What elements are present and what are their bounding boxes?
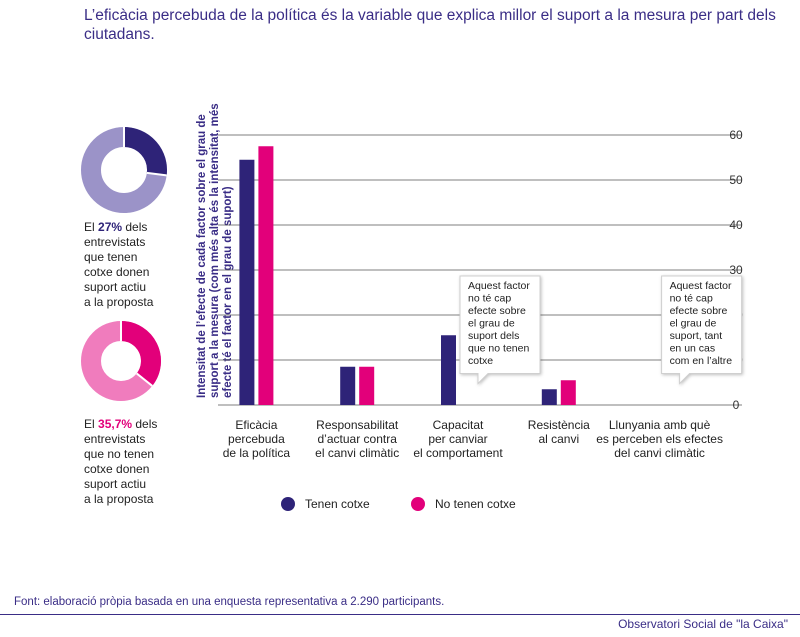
donut-caption-pre: El	[84, 220, 99, 234]
annotation-text: Aquest factor	[468, 280, 530, 292]
x-tick-label: es perceben els efectes	[596, 432, 723, 446]
donut-caption-line: entrevistats	[84, 235, 146, 249]
donut-caption-line: a la proposta	[84, 492, 154, 506]
bar	[541, 389, 557, 405]
x-tick-label: Eficàcia	[235, 418, 277, 432]
annotation-box	[459, 275, 541, 385]
donut-caption-value: 27%	[98, 220, 123, 234]
annotation-text: el grau de	[670, 318, 717, 330]
donut-caption-line: que tenen	[84, 250, 138, 264]
x-tick-label: Responsabilitat	[316, 418, 399, 432]
bar	[560, 380, 576, 405]
y-tick-label: 50	[729, 173, 743, 187]
y-tick-label: 60	[729, 128, 743, 142]
donut-caption-line: dels	[122, 220, 148, 234]
x-tick-label: de la política	[223, 446, 291, 460]
bar	[340, 366, 356, 405]
annotation-box	[661, 275, 743, 385]
donut-separator	[136, 372, 153, 387]
annotation-text: cotxe	[468, 355, 493, 367]
x-tick-label: el comportament	[413, 446, 503, 460]
legend-label: No tenen cotxe	[435, 497, 516, 511]
x-tick-label: Llunyania amb què	[609, 418, 711, 432]
bar	[441, 335, 456, 405]
annotation-text: no té cap	[468, 293, 511, 305]
source-note: Font: elaboració pròpia basada en una en…	[14, 596, 445, 608]
legend-marker	[281, 497, 295, 511]
x-tick-label: percebuda	[228, 432, 285, 446]
donut-caption-line: cotxe donen	[84, 265, 150, 279]
x-tick-label: el canvi climàtic	[315, 446, 399, 460]
donut-caption-line: a la proposta	[84, 295, 154, 309]
annotation-text: efecte sobre	[468, 305, 526, 317]
donut-caption-line: dels	[132, 417, 158, 431]
annotation-text: en un cas	[670, 343, 716, 355]
annotation-text: Aquest factor	[670, 280, 732, 292]
y-tick-label: 30	[729, 263, 743, 277]
bar	[258, 146, 274, 405]
x-tick-label: per canviar	[428, 432, 487, 446]
donut-slice	[120, 321, 161, 386]
page-title: L’eficàcia percebuda de la política és l…	[84, 7, 776, 43]
x-tick-label: Resistència	[528, 418, 590, 432]
donut-caption-line: que no tenen	[84, 447, 155, 461]
donut-caption-line: suport actiu	[84, 477, 147, 491]
donut-slice	[123, 127, 167, 176]
donut-chart-without-car	[81, 321, 161, 401]
donut-caption-without-car: El 35,7% dels entrevistats que no tenen …	[84, 417, 157, 507]
annotation-text: que no tenen	[468, 343, 529, 355]
annotation-text: no té cap	[670, 293, 713, 305]
annotation-text: suport dels	[468, 330, 519, 342]
y-tick-label: 0	[733, 398, 740, 412]
x-tick-label: Capacitat	[433, 418, 484, 432]
annotation-text: el grau de	[468, 318, 515, 330]
annotation-text: efecte sobre	[670, 305, 728, 317]
annotation-text: com en l’altre	[670, 355, 733, 367]
donut-caption-pre: El	[84, 417, 99, 431]
donut-caption-line: suport actiu	[84, 280, 147, 294]
donut-caption-line: entrevistats	[84, 432, 146, 446]
donut-caption-line: cotxe donen	[84, 462, 150, 476]
donut-caption-value: 35,7%	[98, 417, 133, 431]
donut-caption-with-car: El 27% dels entrevistats que tenen cotxe…	[84, 220, 153, 310]
x-tick-label: al canvi	[538, 432, 579, 446]
brand-label: Observatori Social de "la Caixa"	[618, 617, 788, 631]
donut-chart-with-car	[81, 127, 167, 213]
bar	[359, 366, 375, 405]
bar-chart: 0102030405060Eficàciapercebudade la polí…	[218, 128, 743, 511]
legend-label: Tenen cotxe	[305, 497, 370, 511]
x-tick-label: del canvi climàtic	[614, 446, 705, 460]
footer-divider	[0, 614, 800, 615]
legend-marker	[411, 497, 425, 511]
donut-separator	[146, 171, 167, 177]
x-tick-label: d’actuar contra	[318, 432, 398, 446]
y-tick-label: 40	[729, 218, 743, 232]
annotation-text: suport, tant	[670, 330, 723, 342]
bar	[239, 159, 255, 405]
